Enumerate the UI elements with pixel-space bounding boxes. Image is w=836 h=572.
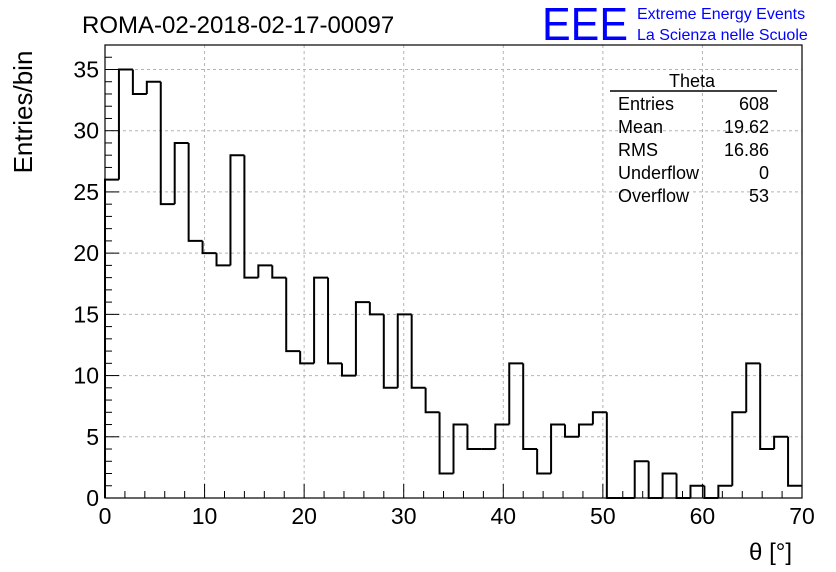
histogram-bin (605, 412, 621, 499)
histogram-bin (647, 461, 663, 499)
histogram-bin (522, 363, 538, 451)
histogram-bin (550, 423, 566, 474)
histogram-bin (773, 435, 789, 450)
histogram-bin (424, 387, 440, 414)
histogram-bin (745, 362, 761, 413)
histogram-bin (564, 424, 579, 438)
stats-label: Mean (618, 117, 663, 137)
histogram-bin (159, 81, 175, 206)
stats-label: Overflow (618, 186, 690, 206)
y-tick-label: 5 (86, 424, 99, 450)
histogram-bin (368, 302, 384, 316)
histogram-bin (354, 301, 370, 376)
histogram-bin (299, 351, 315, 365)
stats-title: Theta (669, 71, 716, 91)
histogram-bin (396, 313, 412, 388)
histogram-bin (313, 276, 329, 364)
histogram-bin (285, 277, 301, 353)
stats-value: 19.62 (724, 117, 769, 137)
axes: 0 10 20 30 40 50 60 70 0 5 10 15 20 25 30 35 (73, 44, 815, 529)
histogram-bin (759, 363, 775, 451)
histogram-bin (131, 69, 147, 95)
stats-label: Underflow (618, 163, 700, 183)
histogram-bin (201, 240, 217, 255)
x-tick-label: 10 (192, 503, 218, 529)
histogram-bin (215, 253, 231, 267)
histogram-bin (577, 423, 593, 437)
y-tick-label: 10 (73, 363, 99, 389)
histogram-bin (145, 80, 161, 94)
histogram-bin (271, 265, 287, 279)
histogram-bin (494, 423, 510, 450)
eee-logo-line1: Extreme Energy Events (637, 6, 805, 23)
histogram-bin (731, 411, 747, 486)
stats-box: Theta Entries 608 Mean 19.62 RMS 16.86 U… (610, 71, 777, 206)
histogram-bin (229, 154, 245, 266)
eee-logo: EEE Extreme Energy Events La Scienza nel… (542, 0, 808, 50)
histogram-bin (327, 277, 342, 365)
stats-value: 53 (749, 186, 769, 206)
histogram (104, 68, 802, 499)
y-tick-label: 20 (73, 240, 99, 266)
x-tick-label: 0 (99, 503, 112, 529)
chart-title: ROMA-02-2018-02-17-00097 (82, 12, 394, 39)
y-tick-label: 35 (73, 56, 99, 82)
histogram-bin (438, 412, 454, 475)
histogram-bin (591, 411, 607, 425)
stats-value: 0 (759, 163, 769, 183)
histogram-bin (117, 68, 133, 180)
stats-value: 16.86 (724, 140, 769, 160)
y-tick-label: 30 (73, 118, 99, 144)
histogram-bin (703, 485, 719, 499)
plot-frame (104, 44, 803, 499)
stats-value: 608 (739, 94, 769, 114)
histogram-bin (243, 155, 259, 279)
y-tick-label: 25 (73, 179, 99, 205)
x-tick-label: 30 (391, 503, 417, 529)
y-axis-label: Entries/bin (8, 51, 38, 174)
histogram-bin (466, 424, 482, 451)
x-tick-label: 40 (490, 503, 516, 529)
y-tick-label: 15 (73, 301, 99, 327)
histogram-bin (410, 314, 426, 389)
x-tick-label: 50 (590, 503, 616, 529)
histogram-bin (382, 314, 398, 389)
histogram-bin (787, 436, 802, 487)
histogram-bin (661, 472, 677, 498)
histogram-bin (452, 423, 468, 474)
x-tick-label: 60 (690, 503, 716, 529)
grid-lines (105, 45, 802, 498)
eee-logo-line2: La Scienza nelle Scuole (637, 27, 808, 44)
y-tick-label: 0 (86, 485, 99, 511)
histogram-bin (536, 449, 552, 475)
histogram-bin (340, 363, 356, 377)
histogram-bin (689, 484, 705, 498)
histogram-bin (675, 473, 691, 499)
histogram-bin (257, 264, 273, 278)
stats-label: RMS (618, 140, 658, 160)
histogram-bin (717, 484, 733, 498)
x-tick-label: 20 (291, 503, 317, 529)
histogram-bin (633, 460, 649, 498)
x-axis-label: θ [°] (749, 539, 792, 566)
histogram-bin (508, 362, 524, 425)
stats-label: Entries (618, 94, 674, 114)
eee-logo-mark: EEE (542, 0, 628, 50)
histogram-bin (187, 142, 203, 242)
histogram-bin (173, 141, 189, 205)
x-tick-label: 70 (789, 503, 815, 529)
